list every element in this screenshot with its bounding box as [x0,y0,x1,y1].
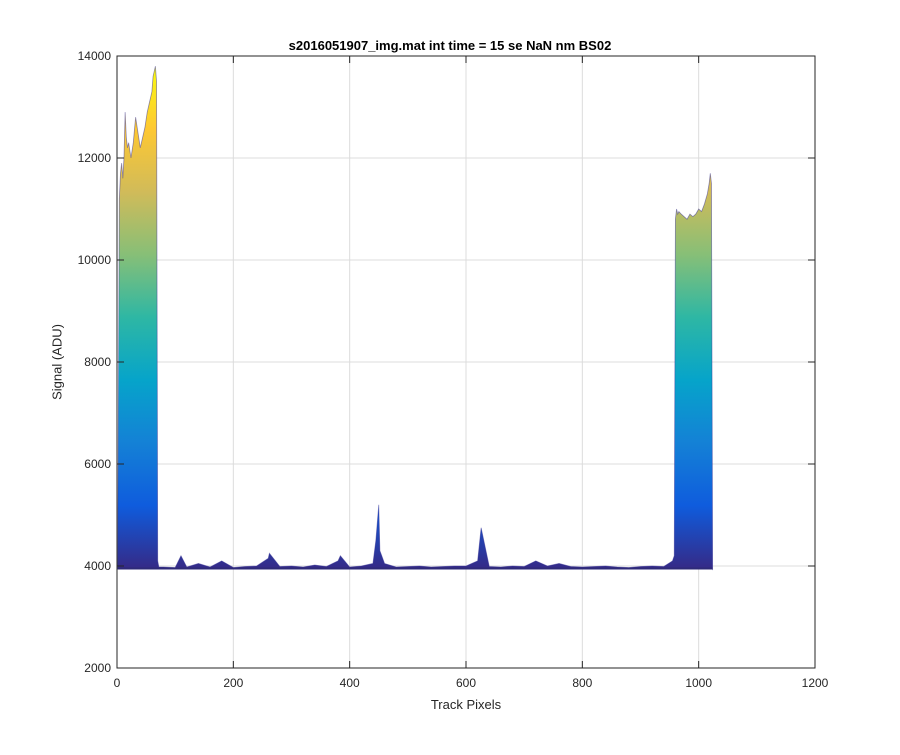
y-tick-label: 12000 [78,151,112,165]
y-tick-label: 6000 [84,457,111,471]
y-tick-label: 14000 [78,49,112,63]
x-tick-label: 1200 [802,676,829,690]
x-tick-label: 0 [114,676,121,690]
signal-line-series-0 [117,66,714,571]
x-tick-label: 400 [340,676,360,690]
data-marks [117,66,714,571]
x-axis-label: Track Pixels [430,697,502,712]
y-tick-label: 8000 [84,355,111,369]
y-tick-label: 10000 [78,253,112,267]
y-axis-label: Signal (ADU) [49,324,65,400]
y-tick-label: 2000 [84,661,111,675]
y-tick-label: 4000 [84,559,111,573]
x-tick-label: 600 [456,676,476,690]
chart-title: s2016051907_img.mat int time = 15 se NaN… [288,38,612,53]
x-tick-label: 800 [572,676,592,690]
axis-ticks: 0 200 400 600 800 1000 1200 2000 4000 6000 8000 100… [78,49,829,690]
x-tick-label: 1000 [685,676,712,690]
x-tick-label: 200 [223,676,243,690]
